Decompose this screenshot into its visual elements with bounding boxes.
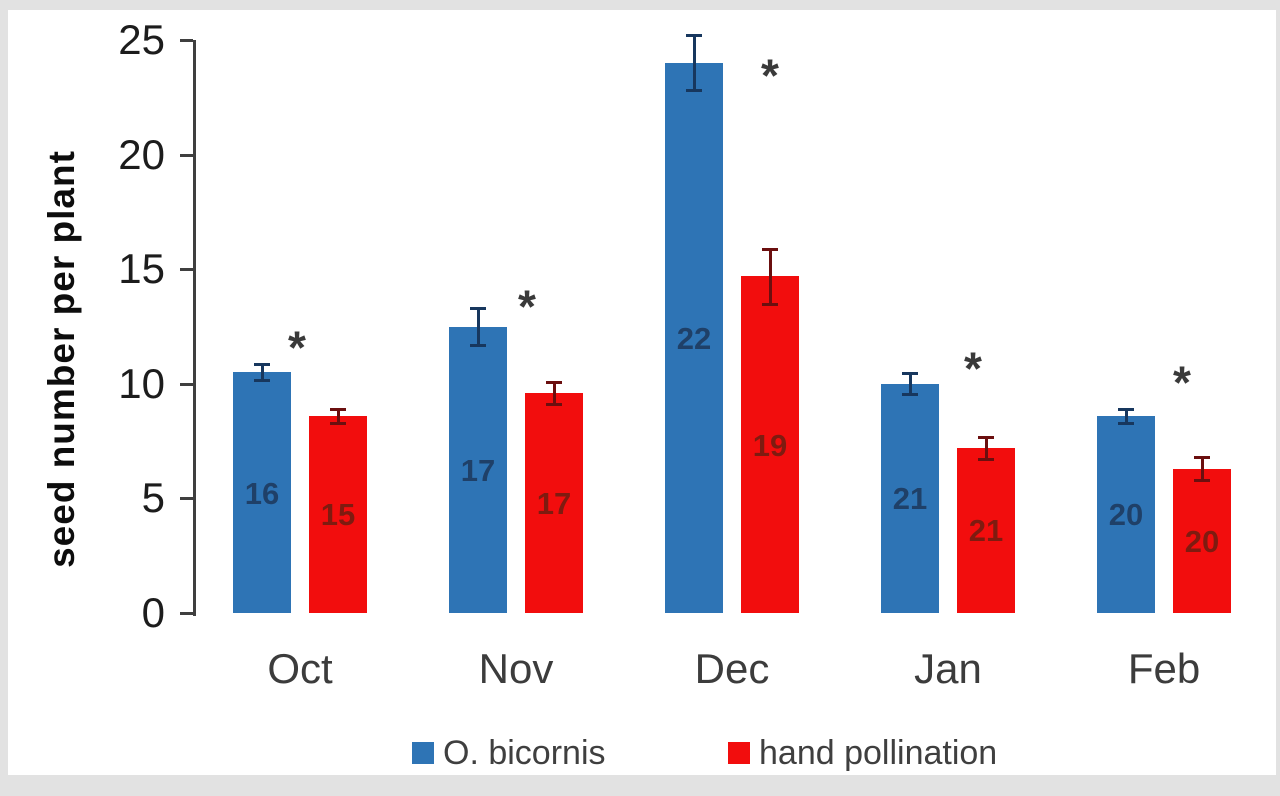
bar-hand-pollination-oct: 15	[309, 415, 367, 613]
bar-sample-size-label: 17	[460, 452, 496, 488]
bar-hand-pollination-dec: 19	[741, 276, 799, 613]
y-axis-tick	[180, 382, 193, 386]
error-bar-cap-top	[330, 408, 346, 411]
error-bar-stem	[1200, 457, 1204, 481]
y-axis-tick-label: 0	[141, 589, 165, 636]
bar-sample-size-label: 20	[1108, 497, 1144, 533]
error-bar-cap-top	[1194, 456, 1210, 460]
error-bar-cap-bottom	[546, 403, 562, 407]
error-bar-cap-top	[902, 372, 918, 376]
bar-sample-size-label: 16	[244, 475, 280, 511]
y-axis-tick-label: 15	[118, 245, 165, 293]
y-axis-tick-label: 5	[141, 474, 165, 522]
bar-o-bicornis-feb: 20	[1097, 415, 1155, 613]
error-bar-stem	[552, 381, 556, 405]
significance-asterisk: *	[761, 48, 779, 101]
legend-label-o-bicornis: O. bicornis	[443, 734, 606, 772]
y-axis-tick	[180, 612, 193, 615]
error-bar-cap-bottom	[470, 343, 486, 347]
error-bar-cap-top	[762, 247, 778, 251]
x-axis-label-nov: Nov	[478, 645, 554, 692]
bar-sample-size-label: 15	[320, 497, 356, 533]
bar-sample-size-label: 22	[676, 320, 712, 356]
y-axis-tick-label: 20	[118, 130, 165, 178]
bar-o-bicornis-dec: 22	[665, 62, 723, 613]
error-bar-stem	[908, 373, 912, 395]
error-bar-cap-bottom	[902, 393, 918, 397]
y-axis-tick	[180, 497, 193, 501]
bar-hand-pollination-nov: 17	[525, 392, 583, 613]
y-axis-title: seed number per plant	[41, 150, 82, 568]
x-axis-label-dec: Dec	[694, 645, 770, 692]
chart-panel	[8, 10, 1276, 775]
significance-asterisk: *	[288, 321, 306, 374]
significance-asterisk: *	[1173, 355, 1191, 408]
bar-o-bicornis-oct: 16	[233, 372, 291, 613]
y-axis-tick-label: 10	[118, 359, 165, 407]
y-axis-line	[193, 40, 196, 616]
legend: O. bicornis hand pollination	[0, 736, 1280, 776]
bar-hand-pollination-feb: 20	[1173, 468, 1231, 613]
legend-item-hand-pollination: hand pollination	[728, 736, 997, 770]
legend-label-hand-pollination: hand pollination	[759, 734, 998, 772]
error-bar-cap-top	[254, 363, 270, 367]
legend-swatch-hand-pollination	[728, 742, 750, 764]
error-bar-stem	[768, 248, 772, 304]
error-bar-cap-top	[978, 435, 994, 439]
legend-swatch-o-bicornis	[412, 742, 434, 764]
error-bar-cap-bottom	[254, 379, 270, 383]
y-axis-tick	[180, 268, 193, 272]
error-bar-stem	[1124, 409, 1128, 423]
error-bar-cap-top	[546, 380, 562, 384]
error-bar-stem	[336, 409, 340, 423]
x-axis-label-feb: Feb	[1127, 645, 1201, 692]
bar-o-bicornis-nov: 17	[449, 326, 507, 613]
significance-asterisk: *	[964, 342, 982, 395]
error-bar-cap-bottom	[686, 89, 702, 93]
y-axis-tick	[180, 39, 193, 42]
bar-sample-size-label: 21	[892, 481, 928, 517]
error-bar-cap-top	[686, 34, 702, 38]
bar-sample-size-label: 17	[536, 485, 572, 521]
x-axis-label-jan: Jan	[914, 645, 982, 692]
error-bar-cap-bottom	[762, 302, 778, 306]
error-bar-cap-bottom	[978, 458, 994, 462]
bar-sample-size-label: 19	[752, 427, 788, 463]
error-bar-cap-bottom	[1118, 421, 1134, 425]
error-bar-stem	[260, 364, 264, 381]
bar-sample-size-label: 20	[1184, 523, 1220, 559]
error-bar-cap-top	[1118, 408, 1134, 411]
error-bar-cap-bottom	[330, 421, 346, 425]
y-axis-tick	[180, 153, 193, 157]
bar-hand-pollination-jan: 21	[957, 447, 1015, 613]
bar-sample-size-label: 21	[968, 513, 1004, 549]
legend-item-o-bicornis: O. bicornis	[412, 736, 606, 770]
bar-o-bicornis-jan: 21	[881, 383, 939, 613]
error-bar-cap-bottom	[1194, 479, 1210, 483]
error-bar-cap-top	[470, 307, 486, 311]
significance-asterisk: *	[518, 280, 536, 333]
x-axis-label-oct: Oct	[267, 645, 333, 692]
y-axis-tick-label: 25	[118, 16, 165, 63]
error-bar-stem	[476, 308, 480, 345]
error-bar-stem	[692, 35, 696, 91]
error-bar-stem	[984, 436, 988, 460]
